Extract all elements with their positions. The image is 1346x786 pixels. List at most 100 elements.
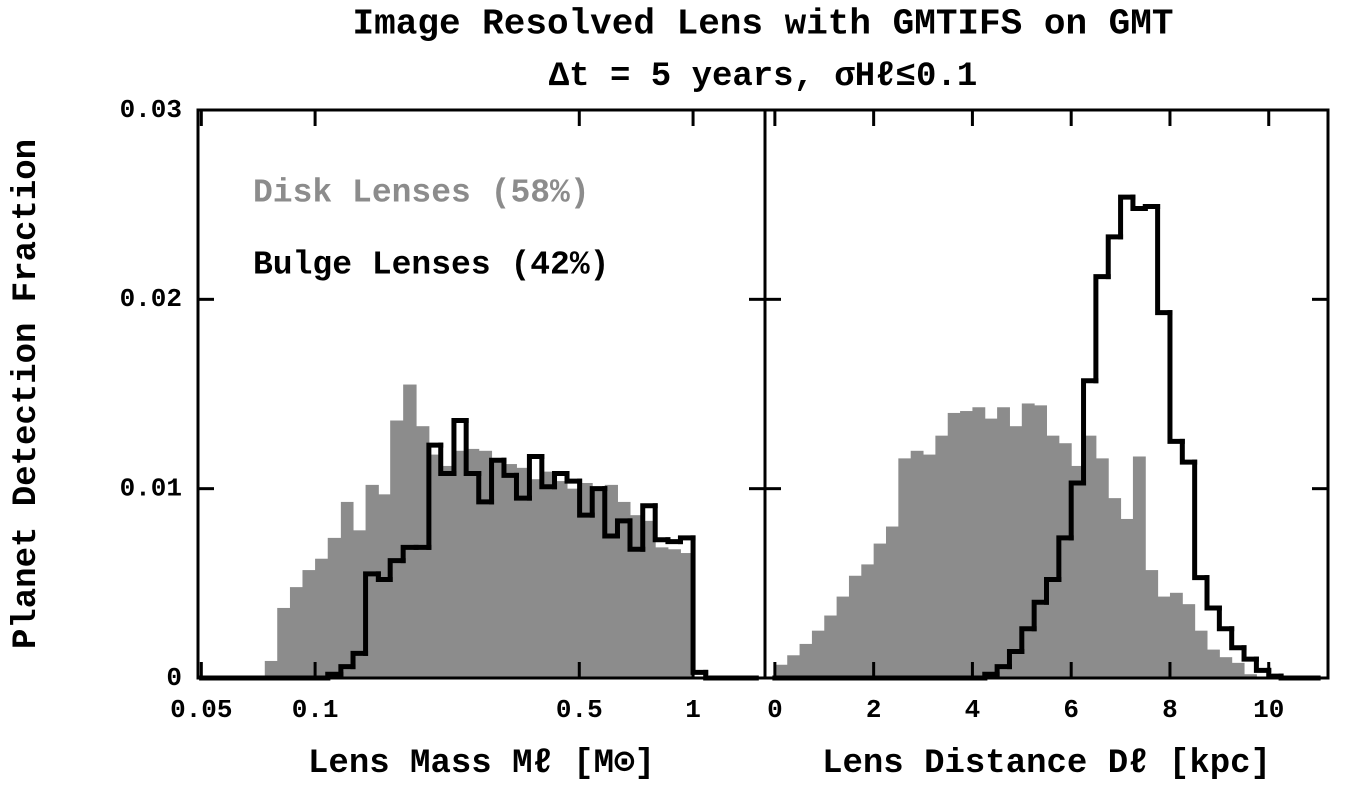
histogram-step [1204, 575, 1222, 611]
histogram-step [627, 518, 646, 552]
chart-title: Image Resolved Lens with GMTIFS on GMT [353, 4, 1174, 45]
histogram-step [451, 418, 469, 477]
histogram-step [552, 471, 570, 490]
x-tick-label: 0 [767, 695, 783, 725]
histogram-bar [554, 481, 568, 678]
histogram-bar [491, 458, 505, 678]
histogram-bar [935, 435, 949, 678]
histogram-bar [264, 660, 278, 678]
histogram-step [614, 518, 633, 539]
histogram-bar [972, 407, 986, 678]
y-tick-label: 0.01 [120, 474, 182, 504]
histogram-step [338, 664, 356, 677]
x-tick-label: 1 [685, 695, 701, 725]
histogram-bar [516, 467, 530, 678]
histogram-step [665, 537, 683, 545]
histogram-step [350, 650, 369, 670]
histogram-step [1241, 645, 1259, 662]
histogram-bar [947, 412, 961, 678]
histogram-bar [861, 564, 875, 678]
histogram-step [994, 664, 1012, 677]
histogram-step [476, 471, 495, 505]
histogram-bar [1182, 604, 1196, 678]
histogram-step [513, 472, 532, 501]
y-axis-label: Planet Detection Fraction [8, 139, 46, 649]
histogram-step [438, 442, 457, 477]
histogram-step [652, 503, 671, 543]
histogram-step [426, 442, 444, 550]
y-tick-label: 0 [166, 663, 182, 693]
histogram-bar [1194, 630, 1208, 678]
histogram-step [1142, 204, 1161, 211]
histogram-step [400, 544, 419, 564]
histogram-bar [1120, 518, 1134, 678]
histogram-step [1192, 459, 1210, 581]
histogram-bar [984, 418, 998, 678]
histogram-step [1216, 605, 1235, 632]
histogram-bar [277, 607, 291, 678]
histogram-bar [1219, 657, 1233, 678]
histogram-bar [453, 450, 467, 678]
histogram-bar [923, 454, 936, 678]
histogram-bar [579, 482, 593, 678]
histogram-bar [1046, 435, 1060, 678]
histogram-step [1068, 480, 1087, 541]
histogram-step [1229, 626, 1247, 651]
legend-label: Bulge Lenses (42%) [253, 247, 609, 284]
histogram-bar [327, 537, 342, 678]
x-tick-label: 0.5 [556, 695, 603, 725]
plot-frame [763, 108, 1330, 680]
x-tick-label: 10 [1253, 695, 1284, 725]
histogram-step [1130, 194, 1148, 211]
histogram-bar [1231, 662, 1245, 678]
histogram-bar [1009, 426, 1023, 678]
histogram-bar [541, 471, 556, 678]
histogram-bar [365, 484, 379, 678]
histogram-bar [478, 450, 493, 678]
histogram-step [690, 535, 709, 675]
histogram-bar [302, 570, 316, 678]
histogram-bar [1169, 592, 1183, 678]
histogram-bar [617, 501, 631, 678]
histogram-step [1118, 194, 1136, 240]
chart-subtitle: Δt = 5 years, σHℓ≤0.1 [549, 58, 977, 96]
histogram-bar [390, 420, 404, 678]
y-tick-label: 0.03 [120, 95, 182, 125]
legend-label: Disk Lenses (58%) [253, 175, 590, 212]
histogram-bar [503, 464, 517, 678]
histogram-bar [811, 630, 825, 678]
histogram-bar [680, 553, 694, 678]
histogram-bar [667, 549, 681, 678]
histogram-step [1155, 204, 1173, 316]
histogram-step [602, 486, 620, 539]
histogram-bar [1058, 443, 1072, 678]
x-tick-label: 0.1 [292, 695, 339, 725]
histogram-bar [1244, 674, 1257, 678]
histogram-bar [1132, 456, 1146, 678]
histogram-step [640, 503, 658, 552]
histogram-bar [629, 515, 644, 678]
histogram-step [677, 535, 696, 545]
histogram-bar [960, 411, 973, 678]
histogram-step [1031, 599, 1049, 632]
histogram-step [489, 457, 507, 505]
histogram-bar [1034, 405, 1047, 678]
histogram-step [387, 558, 406, 583]
histogram-step [463, 418, 482, 477]
histogram-bar [1021, 403, 1035, 678]
x-tick-label: 4 [965, 695, 981, 725]
histogram-bar [910, 450, 924, 678]
histogram-bar [1145, 570, 1159, 678]
histogram-bar [1108, 498, 1122, 678]
histogram-bar [997, 407, 1010, 678]
histogram-bar [1071, 465, 1085, 678]
x-axis-label: Lens Mass Mℓ [M⊙] [308, 745, 655, 783]
histogram-bar [529, 479, 543, 678]
histogram-bar [592, 488, 606, 678]
histogram-step [375, 571, 393, 583]
histogram-bar [1095, 458, 1109, 678]
histogram-bar [873, 543, 887, 678]
histogram-bar [655, 547, 669, 678]
histogram-step [564, 471, 583, 484]
